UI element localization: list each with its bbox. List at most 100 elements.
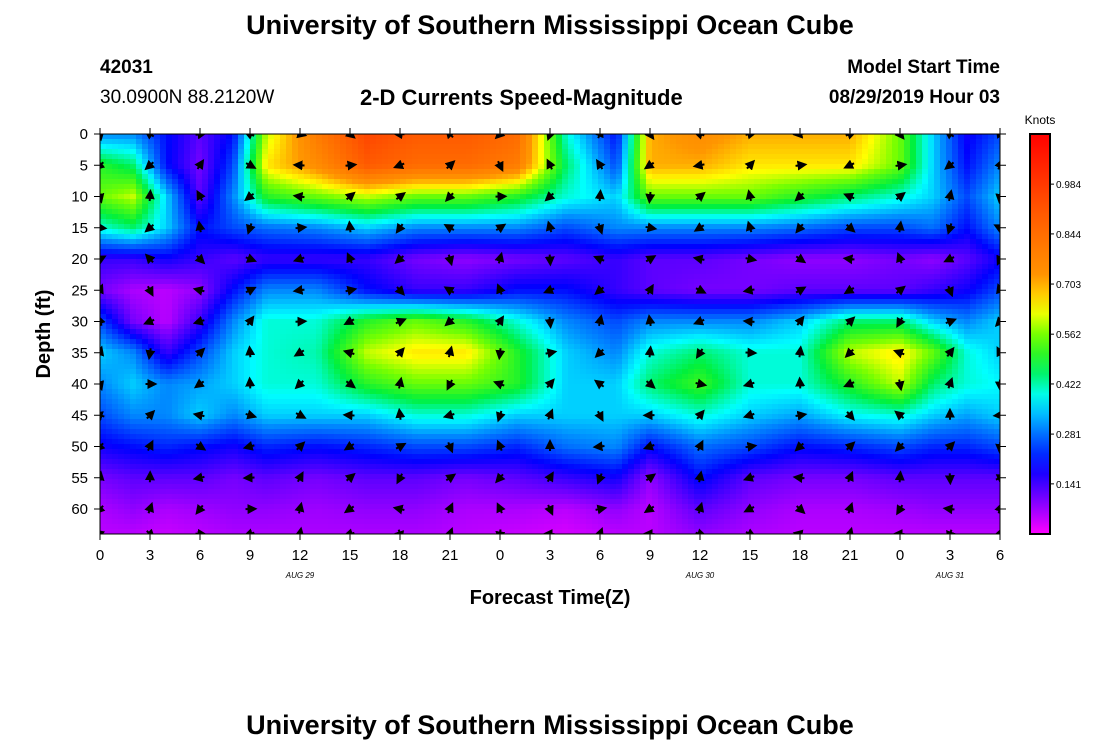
y-tick-label: 30	[71, 314, 88, 331]
current-arrow	[593, 255, 605, 265]
model-start-label: Model Start Time	[847, 57, 1000, 78]
date-label: AUG 31	[935, 571, 964, 580]
current-arrow	[844, 526, 855, 534]
current-arrow	[894, 285, 906, 296]
current-arrow	[245, 159, 257, 169]
current-arrow	[245, 253, 257, 263]
current-arrow	[294, 526, 305, 534]
current-arrow	[100, 380, 105, 392]
current-arrow	[742, 409, 755, 420]
current-arrow	[943, 134, 955, 140]
current-arrow	[795, 160, 808, 171]
x-tick-label: 15	[342, 547, 359, 564]
current-arrow	[944, 473, 955, 486]
y-tick-label: 5	[80, 157, 88, 174]
current-arrow	[546, 158, 556, 170]
station-coordinates: 30.0900N 88.2120W	[100, 87, 275, 108]
current-arrow	[692, 254, 705, 265]
current-arrow	[795, 253, 807, 264]
current-arrow	[242, 441, 255, 451]
current-arrow	[545, 348, 558, 359]
current-arrow	[644, 378, 656, 389]
x-tick-label: 18	[792, 547, 809, 564]
current-arrow	[144, 409, 156, 421]
current-arrow	[444, 160, 456, 171]
current-arrow	[394, 347, 405, 358]
colorbar-tick-label: 0.984	[1056, 180, 1081, 191]
current-arrow	[945, 317, 957, 328]
current-arrow	[443, 224, 455, 234]
current-arrow	[100, 159, 106, 171]
current-arrow	[742, 378, 755, 389]
current-arrow	[795, 222, 806, 234]
x-tick-label: 15	[742, 547, 759, 564]
current-arrow	[543, 284, 555, 294]
current-arrow	[346, 252, 356, 264]
current-arrow	[100, 283, 104, 295]
current-arrow	[794, 191, 806, 202]
current-arrow	[695, 528, 708, 534]
y-tick-label: 40	[71, 376, 88, 393]
current-arrow	[896, 251, 906, 264]
current-arrow	[343, 315, 355, 326]
current-arrow	[594, 410, 604, 422]
current-arrow	[394, 285, 406, 296]
current-arrow	[642, 440, 655, 451]
station-id: 42031	[100, 57, 153, 78]
current-arrow	[692, 159, 705, 170]
current-arrow	[445, 473, 457, 484]
y-tick-label: 10	[71, 189, 88, 206]
current-arrow	[293, 347, 305, 357]
current-arrow	[843, 284, 855, 295]
current-arrow	[392, 504, 405, 515]
chart-subtitle: 2-D Currents Speed-Magnitude	[360, 85, 683, 110]
current-arrow	[944, 159, 956, 170]
current-arrow	[145, 348, 156, 361]
current-arrow	[943, 253, 955, 263]
x-tick-label: 0	[496, 547, 504, 564]
x-axis-label: Forecast Time(Z)	[470, 587, 631, 609]
current-arrow	[444, 345, 455, 358]
current-arrow	[594, 189, 605, 202]
current-arrow	[994, 316, 1000, 327]
current-arrow	[792, 529, 805, 534]
current-arrow	[144, 222, 156, 233]
current-arrow	[594, 284, 606, 296]
current-arrow	[745, 220, 756, 233]
current-arrow	[294, 378, 306, 390]
current-arrow	[243, 134, 255, 140]
y-tick-label: 60	[71, 501, 88, 518]
current-arrow	[844, 222, 856, 233]
current-arrow	[242, 528, 255, 534]
current-arrow	[100, 192, 105, 204]
current-arrow	[795, 286, 807, 296]
current-arrow	[794, 315, 805, 327]
current-arrow	[395, 222, 406, 234]
current-arrow	[342, 348, 355, 359]
current-arrow	[192, 285, 205, 296]
current-arrow	[394, 253, 406, 264]
date-label: AUG 29	[285, 571, 315, 580]
current-arrow	[596, 473, 606, 485]
current-arrow	[144, 528, 156, 534]
current-arrow	[393, 159, 405, 169]
current-arrow	[344, 472, 356, 484]
current-arrow	[745, 189, 756, 202]
current-arrow	[944, 376, 954, 389]
current-arrow	[295, 409, 307, 419]
current-arrow	[645, 191, 656, 204]
y-tick-label: 20	[71, 251, 88, 268]
current-arrow	[496, 439, 506, 452]
current-arrow	[342, 528, 355, 534]
current-arrow	[693, 315, 705, 326]
current-arrow	[742, 316, 755, 327]
current-arrow	[492, 380, 505, 390]
current-arrow	[195, 220, 206, 233]
current-arrow	[100, 134, 105, 142]
x-tick-label: 3	[146, 547, 154, 564]
current-arrow	[842, 254, 855, 265]
current-arrow	[100, 255, 107, 265]
current-arrow	[844, 441, 856, 452]
current-arrow	[294, 471, 304, 483]
y-tick-label: 45	[71, 407, 88, 424]
